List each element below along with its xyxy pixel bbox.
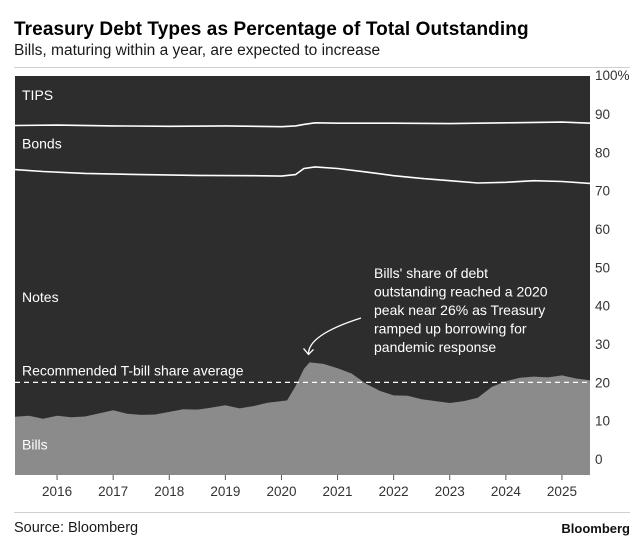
top-divider: [14, 67, 630, 68]
y-tick-label: 0: [595, 452, 603, 467]
x-tick-label: 2016: [42, 484, 72, 499]
region-label-tips: TIPS: [22, 87, 53, 103]
annotation-line: pandemic response: [374, 339, 496, 355]
x-tick-label: 2021: [323, 484, 353, 499]
annotation-arrow: [307, 317, 362, 355]
chart-subtitle: Bills, maturing within a year, are expec…: [14, 42, 381, 59]
annotation-line: Bills' share of debt: [374, 265, 488, 281]
annotation-arrowhead: [303, 347, 314, 356]
bottom-divider: [14, 512, 630, 513]
x-tick-label: 2025: [547, 484, 577, 499]
series-notes-line: [14, 166, 591, 185]
y-tick-label: 60: [595, 222, 610, 237]
region-label-bills: Bills: [22, 436, 48, 452]
annotation-line: outstanding reached a 2020: [374, 284, 548, 300]
x-tick-label: 2019: [210, 484, 240, 499]
x-axis: 2016 2017 2018 2019 2020 2021 2022 2023 2024 2025: [42, 475, 577, 499]
chart-title: Treasury Debt Types as Percentage of Tot…: [14, 19, 529, 40]
y-tick-label: 40: [595, 299, 610, 314]
x-tick-label: 2022: [379, 484, 409, 499]
series-layer: [14, 121, 591, 475]
x-tick-label: 2020: [266, 484, 296, 499]
y-tick-label: 50: [595, 260, 610, 275]
region-label-bonds: Bonds: [22, 136, 62, 152]
region-label-notes: Notes: [22, 289, 59, 305]
annotation-line: ramped up borrowing for: [374, 321, 527, 337]
series-bonds-line: [14, 121, 591, 128]
y-tick-label: 90: [595, 107, 610, 122]
y-tick-label: 100%: [595, 68, 630, 83]
x-tick-label: 2024: [491, 484, 522, 499]
reference-line-label: Recommended T-bill share average: [22, 362, 244, 378]
y-axis: 100% 90 80 70 60 50 40 30 20 10 0: [595, 68, 630, 467]
y-tick-label: 20: [595, 375, 610, 390]
x-tick-label: 2023: [435, 484, 465, 499]
y-tick-label: 10: [595, 414, 610, 429]
label-layer: Recommended T-bill share average TIPS Bond…: [22, 87, 548, 453]
y-tick-label: 30: [595, 337, 610, 352]
source-note: Source: Bloomberg: [14, 520, 139, 536]
brand-logo: Bloomberg: [561, 521, 630, 536]
x-tick-label: 2017: [98, 484, 128, 499]
x-tick-label: 2018: [154, 484, 184, 499]
y-tick-label: 80: [595, 145, 610, 160]
annotation-line: peak near 26% as Treasury: [374, 302, 545, 318]
y-tick-label: 70: [595, 184, 610, 199]
series-bills-area: [15, 362, 590, 475]
